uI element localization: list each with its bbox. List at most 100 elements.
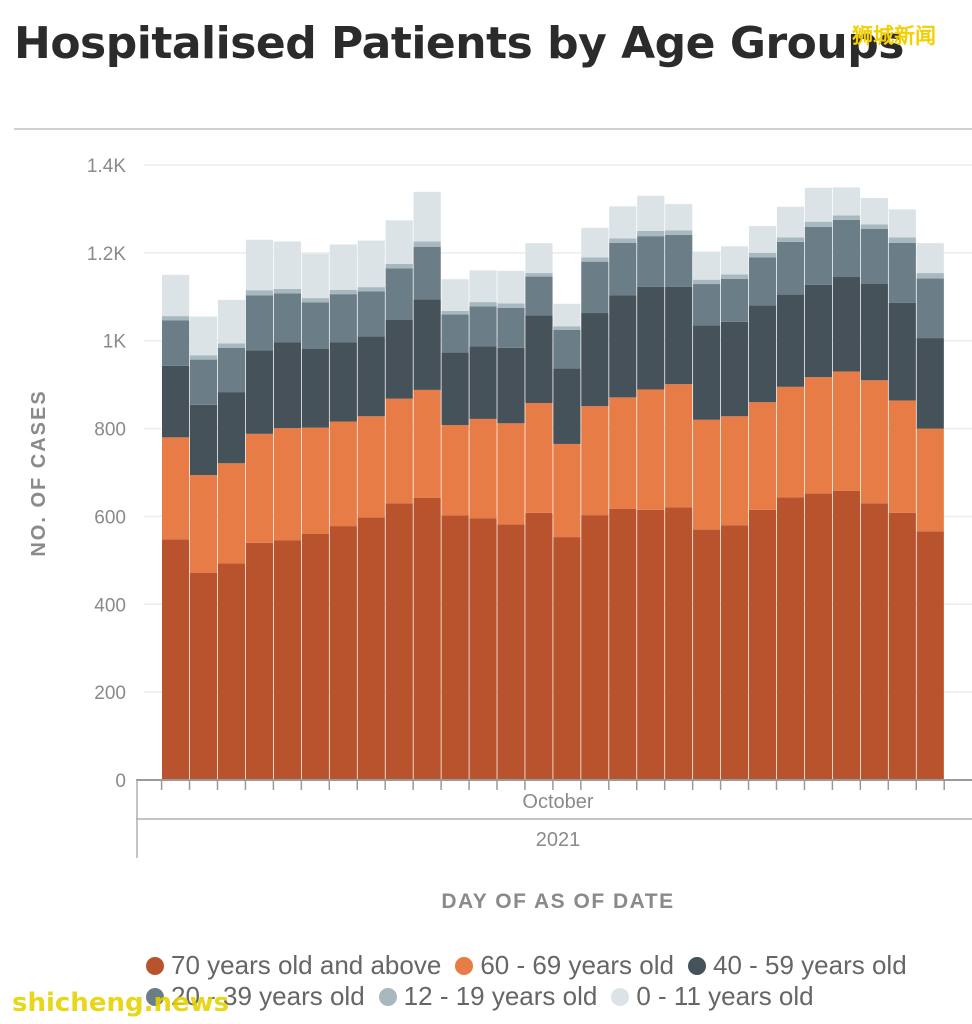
bar-segment: [888, 400, 916, 513]
bar-segment: [525, 243, 553, 274]
legend-row: 70 years old and above 60 - 69 years old 4…: [146, 950, 972, 981]
bar-segment: [637, 230, 665, 237]
bar-segment: [665, 384, 693, 508]
bar-segment: [413, 389, 441, 498]
y-tick-label: 1.2K: [87, 244, 126, 265]
bar-segment: [776, 386, 805, 498]
bar-segment: [804, 187, 833, 222]
bar-segment: [357, 336, 385, 417]
title-divider: [14, 128, 972, 130]
bar-segment: [776, 241, 805, 295]
bar-segment: [860, 228, 888, 284]
legend-item: 40 - 59 years old: [687, 950, 907, 981]
bar-segment: [693, 325, 721, 420]
bar-stack: [581, 227, 609, 780]
bar-segment: [693, 529, 721, 780]
watermark-logo: 狮城新闻: [852, 24, 936, 48]
bar-segment: [273, 293, 301, 343]
bar-segment: [665, 286, 693, 385]
bar-segment: [804, 493, 833, 780]
bar-segment: [245, 290, 274, 296]
bar-segment: [217, 463, 246, 564]
bar-segment: [245, 239, 274, 291]
bar-stack: [553, 303, 581, 780]
bar-segment: [609, 397, 637, 509]
bar-segment: [441, 314, 469, 353]
bar-stack: [301, 253, 329, 780]
bar-segment: [888, 242, 916, 303]
bar-segment: [162, 539, 190, 780]
bar-segment: [329, 289, 357, 295]
bar-segment: [581, 261, 609, 314]
bar-segment: [804, 226, 833, 285]
bar-segment: [497, 423, 525, 525]
y-axis-label: NO. OF CASES: [28, 389, 50, 556]
bar-segment: [832, 371, 860, 491]
bar-segment: [860, 224, 888, 229]
bar-segment: [665, 507, 693, 780]
bar-segment: [832, 219, 860, 278]
bar-stack: [217, 299, 246, 780]
bar-segment: [860, 380, 888, 504]
bar-segment: [832, 215, 860, 220]
bar-segment: [245, 295, 274, 351]
bar-stack: [385, 220, 413, 780]
bar-segment: [609, 238, 637, 243]
bar-segment: [748, 226, 777, 253]
y-tick-label: 1.4K: [87, 156, 126, 177]
bar-segment: [273, 540, 301, 780]
y-tick-label: 200: [94, 683, 126, 704]
bar-segment: [748, 402, 777, 510]
bar-segment: [637, 236, 665, 287]
bar-segment: [804, 221, 833, 227]
bar-segment: [469, 302, 497, 307]
bar-segment: [776, 497, 805, 780]
bar-segment: [860, 283, 888, 381]
y-tick-labels: 0 200 400 600 800 1K 1.2K 1.4K: [87, 156, 126, 792]
bar-segment: [665, 204, 693, 231]
bar-segment: [916, 243, 944, 274]
bar-segment: [441, 425, 469, 516]
bar-segment: [776, 237, 805, 242]
bar-segment: [693, 419, 721, 530]
bar-segment: [637, 286, 665, 390]
legend-label: 0 - 11 years old: [636, 981, 814, 1011]
bar-segment: [497, 524, 525, 780]
bar-segment: [525, 403, 553, 513]
bar-segment: [329, 421, 357, 527]
bar-segment: [553, 303, 581, 327]
bar-segment: [497, 347, 525, 424]
bar-segment: [413, 241, 441, 247]
bar-segment: [217, 392, 246, 464]
bar-stack: [273, 241, 301, 780]
bar-segment: [301, 427, 329, 534]
bar-segment: [553, 537, 581, 780]
bar-segment: [441, 515, 469, 780]
bar-stack: [329, 244, 357, 780]
bar-segment: [525, 273, 553, 277]
bar-segment: [245, 542, 274, 780]
bar-stack: [189, 316, 218, 780]
bar-stack: [413, 191, 441, 780]
bar-segment: [413, 246, 441, 300]
bar-segment: [609, 206, 637, 239]
bar-segment: [721, 416, 749, 526]
x-axis-label: DAY OF AS OF DATE: [441, 890, 674, 913]
bar-segment: [469, 270, 497, 303]
legend-swatch: [146, 956, 164, 975]
page-title: Hospitalised Patients by Age Groups: [14, 18, 904, 69]
bar-segment: [469, 518, 497, 780]
bar-segment: [385, 398, 413, 504]
legend-row: 20 - 39 years old 12 - 19 years old 0 - 11…: [146, 981, 972, 1012]
bar-segment: [832, 490, 860, 780]
legend-swatch: [611, 987, 630, 1006]
bar-segment: [581, 257, 609, 262]
bar-segment: [721, 525, 749, 780]
bar-segment: [189, 355, 218, 360]
bar-segment: [916, 338, 944, 429]
bar-segment: [665, 230, 693, 235]
legend: 70 years old and above 60 - 69 years old 4…: [146, 950, 972, 1012]
bar-segment: [916, 278, 944, 339]
bar-stack: [441, 279, 469, 780]
bar-stack: [888, 209, 916, 780]
